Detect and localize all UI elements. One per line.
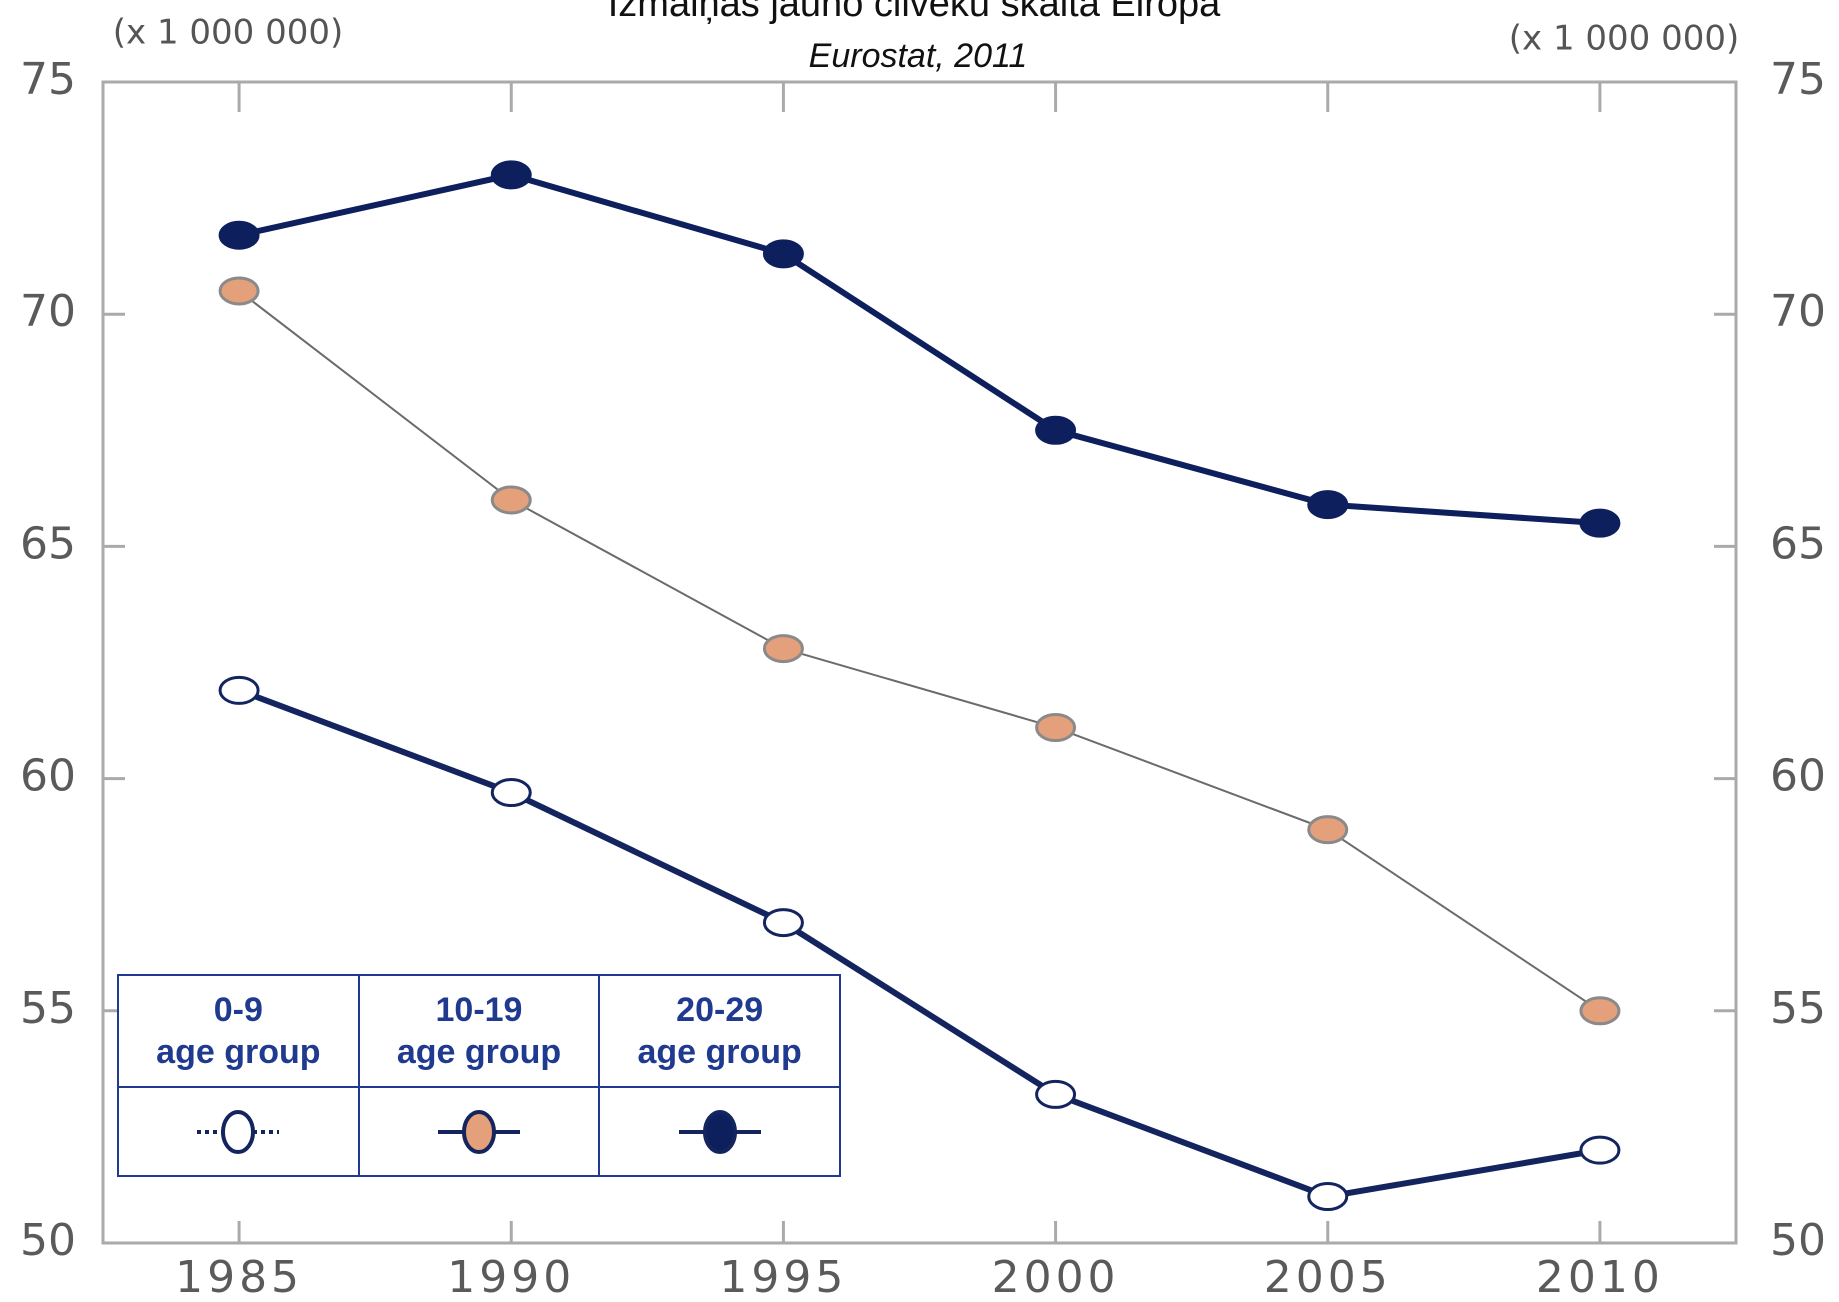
legend-point — [461, 1109, 496, 1154]
legend-label: 0-9 age group — [119, 976, 360, 1088]
data-point — [1307, 490, 1349, 520]
y2-tick-label: 70 — [1770, 286, 1826, 337]
x-tick-label: 2010 — [1536, 1252, 1664, 1302]
data-point — [762, 634, 804, 664]
data-point — [1035, 713, 1077, 743]
chart-title: Izmaiņas jauno cilvēku skaitā Eiropā — [608, 0, 1221, 25]
data-point — [1035, 1079, 1077, 1109]
legend-marker-cell — [600, 1088, 841, 1175]
data-point — [490, 485, 532, 515]
y-unit-right: (x 1 000 000) — [1509, 19, 1740, 59]
y-tick-label: 75 — [20, 54, 76, 105]
y2-tick-label: 60 — [1770, 751, 1826, 802]
data-point — [1579, 1135, 1621, 1165]
legend: 0-9 age group 10-19 age group 20-29 age gr… — [117, 974, 841, 1177]
data-point — [1307, 815, 1349, 845]
legend-label: 10-19 age group — [359, 976, 601, 1088]
y2-tick-label: 50 — [1770, 1215, 1826, 1266]
legend-label: 20-29 age group — [600, 976, 841, 1088]
y-unit-left: (x 1 000 000) — [113, 13, 344, 53]
y-tick-label: 55 — [20, 983, 76, 1034]
y-tick-label: 70 — [20, 286, 76, 337]
x-tick-label: 1995 — [719, 1252, 847, 1302]
legend-marker — [678, 1109, 761, 1154]
x-tick-label: 1990 — [447, 1252, 575, 1302]
data-point — [218, 675, 260, 705]
chart-subtitle: Eurostat, 2011 — [809, 37, 1028, 75]
y2-tick-label: 55 — [1770, 983, 1826, 1034]
y2-tick-label: 65 — [1770, 518, 1826, 569]
data-point — [762, 908, 804, 938]
legend-marker-cell — [360, 1088, 601, 1175]
data-point — [490, 778, 532, 808]
plot-frame — [101, 80, 1738, 1245]
x-tick-label: 2005 — [1264, 1252, 1392, 1302]
series-line — [238, 687, 1601, 1200]
legend-marker — [197, 1109, 280, 1154]
data-point — [762, 239, 804, 269]
y-tick-label: 50 — [20, 1215, 76, 1266]
series-line — [238, 290, 1601, 1012]
data-point — [218, 220, 260, 250]
legend-point — [221, 1109, 256, 1154]
data-point — [1579, 996, 1621, 1026]
series-line — [238, 171, 1601, 527]
data-point — [490, 160, 532, 190]
y-tick-label: 60 — [20, 751, 76, 802]
legend-marker — [437, 1109, 520, 1154]
legend-marker-cell — [119, 1088, 360, 1175]
legend-point — [702, 1109, 737, 1154]
x-tick-label: 2000 — [992, 1252, 1120, 1302]
y-tick-label: 65 — [20, 518, 76, 569]
data-point — [218, 276, 260, 306]
x-tick-label: 1985 — [175, 1252, 303, 1302]
y2-tick-label: 75 — [1770, 54, 1826, 105]
data-point — [1307, 1182, 1349, 1212]
data-point — [1579, 508, 1621, 538]
data-point — [1035, 415, 1077, 445]
